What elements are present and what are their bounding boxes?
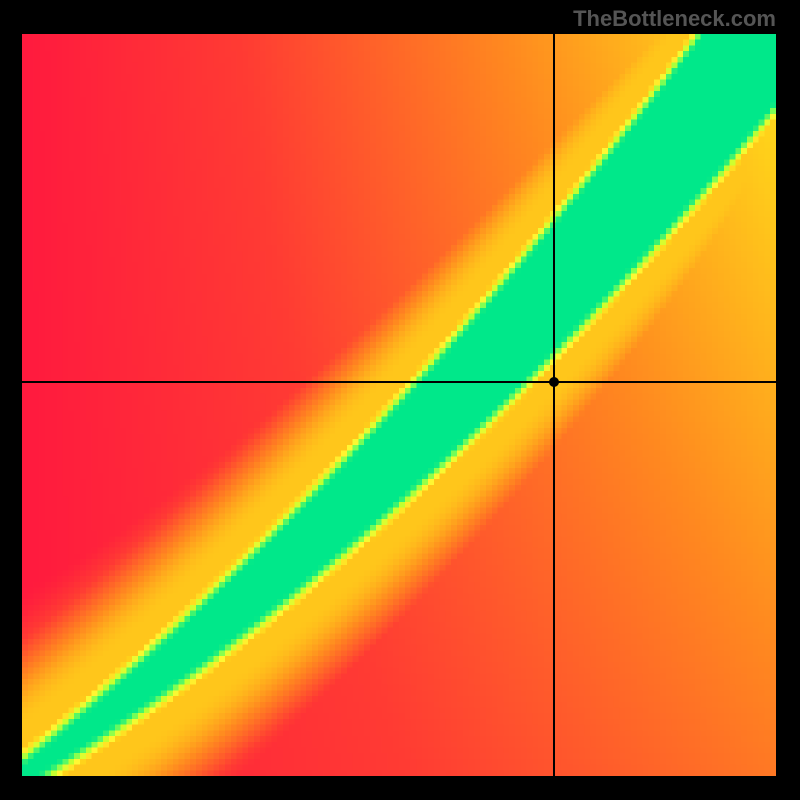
watermark-text: TheBottleneck.com bbox=[573, 6, 776, 32]
crosshair-vertical bbox=[553, 34, 555, 776]
bottleneck-heatmap bbox=[22, 34, 776, 776]
chart-container: TheBottleneck.com bbox=[0, 0, 800, 800]
crosshair-horizontal bbox=[22, 381, 776, 383]
crosshair-marker bbox=[549, 377, 559, 387]
